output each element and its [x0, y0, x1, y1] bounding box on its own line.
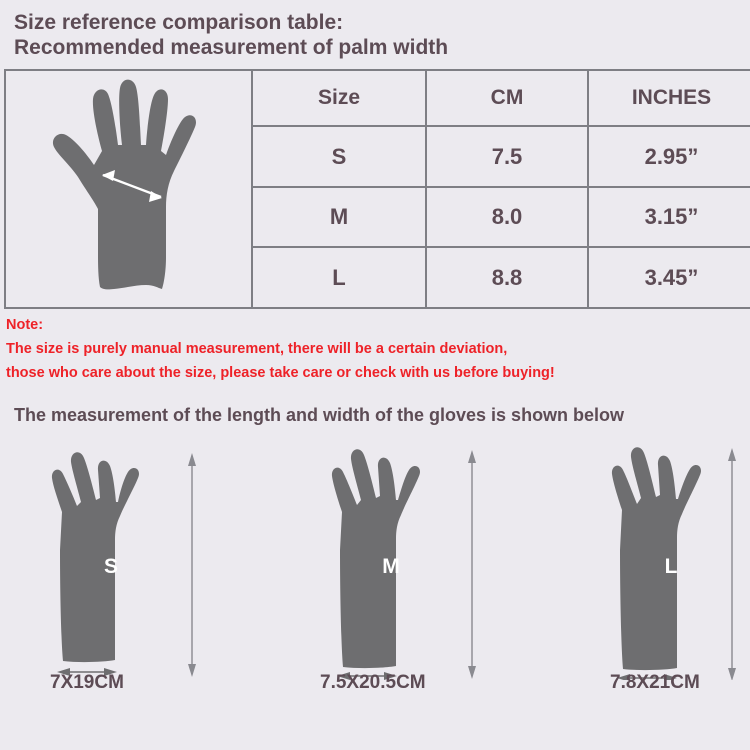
hand-diagram-cell: [4, 69, 253, 309]
table-header-cm: CM: [425, 68, 589, 128]
palm-width-arrow-icon: [102, 170, 162, 202]
cell-size-m: M: [251, 185, 427, 249]
cell-inches-s: 2.95”: [587, 125, 750, 188]
glove-silhouette-l-icon: [611, 447, 736, 680]
note-heading: Note:: [6, 317, 44, 333]
table-header-size: Size: [251, 68, 427, 128]
glove-length-arrow-icon: [188, 453, 196, 677]
glove-caption-l: 7.8X21CM: [610, 672, 700, 693]
table-row: S 7.5 2.95”: [5, 125, 750, 188]
table-row: L 8.8 3.45”: [5, 246, 750, 309]
page-title: Size reference comparison table: Recomme…: [14, 10, 734, 60]
cell-size-l: L: [251, 246, 427, 309]
glove-length-arrow-icon: [468, 450, 476, 679]
cell-size-s: S: [251, 125, 427, 188]
hand-palm-silhouette-icon: [52, 79, 196, 290]
table-header-inches: INCHES: [587, 68, 750, 128]
hand-diagram: [6, 71, 251, 307]
table-header-row: Size CM INCHES: [4, 68, 750, 309]
glove-size-letter-m: M: [382, 555, 400, 578]
glove-size-letter-s: S: [103, 555, 118, 578]
glove-length-arrow-icon: [728, 448, 736, 680]
cell-cm-s: 7.5: [425, 125, 589, 188]
note-line-1: The size is purely manual measurement, t…: [6, 341, 508, 357]
note-block: Note: The size is purely manual measurem…: [6, 313, 746, 385]
glove-silhouette-s-icon: [51, 452, 196, 677]
glove-size-letter-l: L: [664, 555, 678, 578]
cell-cm-l: 8.8: [425, 246, 589, 309]
cell-cm-m: 8.0: [425, 185, 589, 249]
glove-caption-s: 7X19CM: [50, 672, 124, 693]
note-line-2: those who care about the size, please ta…: [6, 365, 555, 381]
glove-silhouette-m-icon: [331, 449, 476, 680]
page-title-line-2: Recommended measurement of palm width: [14, 36, 449, 59]
table-row: M 8.0 3.15”: [5, 185, 750, 249]
glove-diagram-m: M 7.5X20.5CM: [300, 440, 550, 740]
cell-inches-l: 3.45”: [587, 246, 750, 309]
glove-measurement-heading: The measurement of the length and width …: [14, 405, 625, 425]
cell-inches-m: 3.15”: [587, 185, 750, 249]
glove-width-arrow-icon: [617, 674, 677, 680]
glove-diagram-l: L 7.8X21CM: [580, 440, 750, 740]
glove-width-arrow-icon: [337, 672, 397, 680]
page-title-line-1: Size reference comparison table:: [14, 11, 344, 34]
size-reference-table: Size CM INCHES S 7.5 2.95” M 8.0 3.15” L…: [4, 68, 750, 309]
glove-diagrams: S 7X19CM M 7.5X20.5CM: [0, 440, 750, 740]
glove-caption-m: 7.5X20.5CM: [320, 672, 426, 693]
glove-width-arrow-icon: [57, 668, 117, 676]
glove-diagram-s: S 7X19CM: [20, 440, 270, 740]
